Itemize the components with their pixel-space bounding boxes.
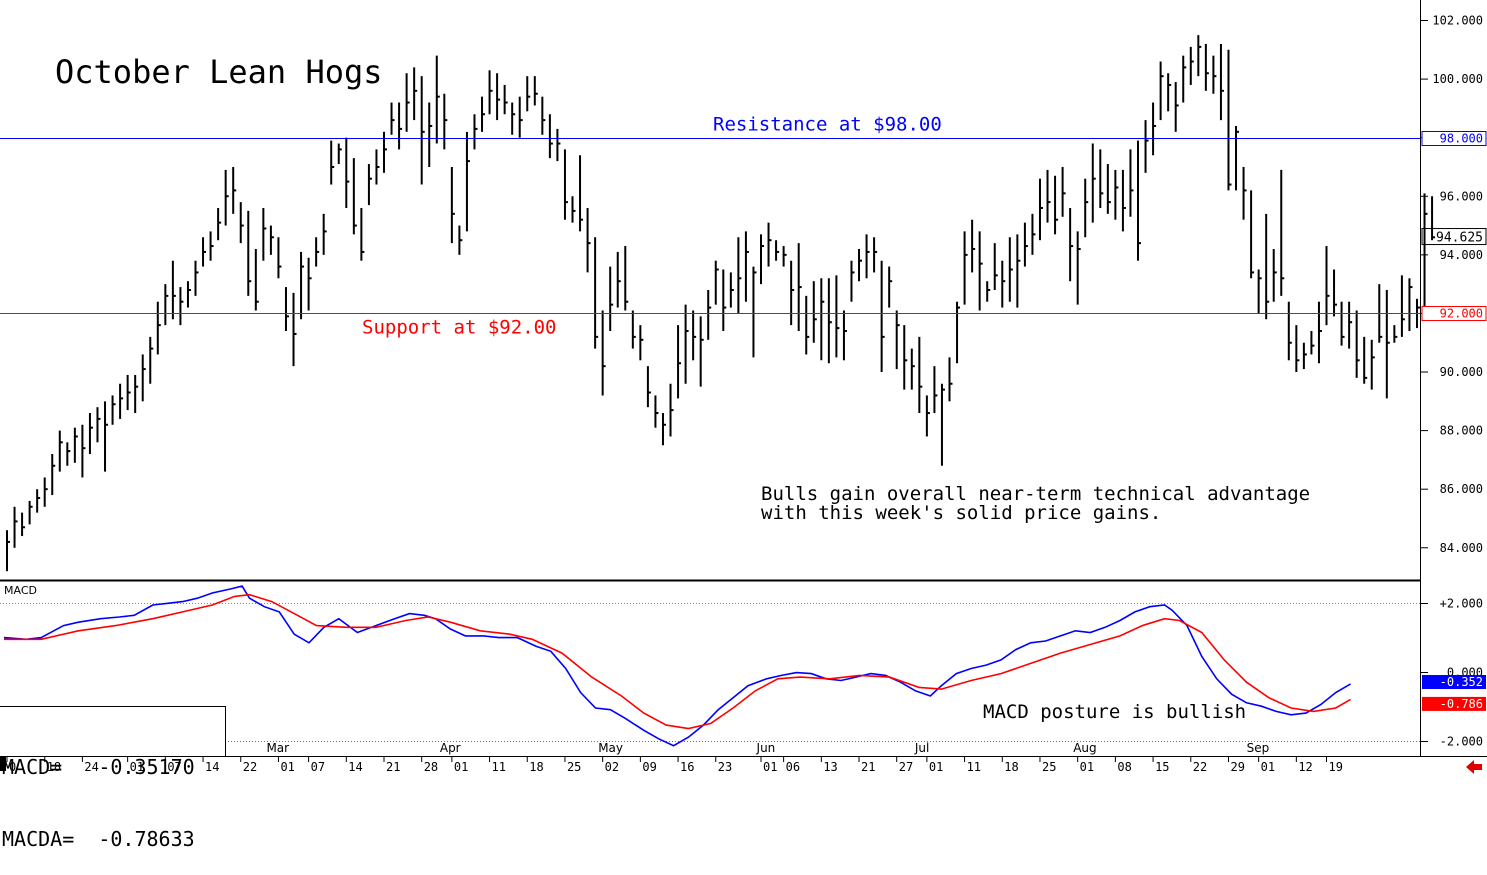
x-tick-label: 02: [605, 760, 619, 774]
x-tick-label: 27: [899, 760, 913, 774]
macd-annotation: MACD posture is bullish: [983, 701, 1246, 723]
price-tick-label: 86.000: [1440, 482, 1483, 496]
resistance-tag-box: [1421, 131, 1487, 146]
scroll-left-arrow-icon[interactable]: [1466, 760, 1482, 774]
x-tick-label: 29: [1230, 760, 1244, 774]
x-tick-label: 11: [967, 760, 981, 774]
x-tick-label: 14: [348, 760, 362, 774]
x-tick-label: 24: [84, 760, 98, 774]
x-tick-label: 07: [167, 760, 181, 774]
x-tick-label: 09: [642, 760, 656, 774]
x-tick-label: 12: [1298, 760, 1312, 774]
resistance-tag: 98.000: [1440, 132, 1483, 146]
month-label: Aug: [1073, 741, 1096, 755]
support-resistance-lines: Resistance at $98.00 98.000 Support at $92…: [0, 114, 1487, 339]
price-tick-label: 94.000: [1440, 248, 1483, 262]
price-annotation-line-1: Bulls gain overall near-term technical a…: [761, 483, 1310, 505]
macd-title: MACD: [4, 584, 37, 597]
x-tick-label: 01: [130, 760, 144, 774]
x-tick-label: 18: [47, 760, 61, 774]
macd-tick-label: +2.000: [1440, 597, 1483, 611]
x-tick-label: 22: [243, 760, 257, 774]
x-tick-label: 01: [1261, 760, 1275, 774]
price-tick-label: 90.000: [1440, 365, 1483, 379]
x-tick-label: 01: [280, 760, 294, 774]
macd-tick-label: -2.000: [1440, 735, 1483, 749]
x-tick-label: 01: [454, 760, 468, 774]
chart-canvas: 102.000 100.000 98.000 96.000 94.000 92.000 90…: [0, 0, 1487, 776]
scroll-start-marker[interactable]: [0, 757, 6, 771]
x-tick-label: 13: [823, 760, 837, 774]
macd-gridlines: [0, 603, 1428, 742]
x-tick-label: 06: [786, 760, 800, 774]
x-tick-label: 21: [861, 760, 875, 774]
x-tick-label: 18: [529, 760, 543, 774]
macd-readout-macd: MACD= -0.35170: [2, 755, 195, 779]
x-tick-label: 07: [311, 760, 325, 774]
x-tick-label: 11: [492, 760, 506, 774]
month-label: May: [598, 741, 623, 755]
x-tick-label: 15: [1155, 760, 1169, 774]
x-tick-label: 16: [680, 760, 694, 774]
month-label: Sep: [1247, 741, 1270, 755]
x-tick-label: 23: [718, 760, 732, 774]
x-tick-label: 25: [567, 760, 581, 774]
x-tick-label: 28: [424, 760, 438, 774]
x-tick-label: 19: [1329, 760, 1343, 774]
last-price-box: [1421, 228, 1487, 246]
x-tick-label: 0: [9, 760, 16, 774]
x-tick-label: 08: [1117, 760, 1131, 774]
price-tick-label: 84.000: [1440, 541, 1483, 555]
x-tick-label: 18: [1004, 760, 1018, 774]
month-label: Jun: [756, 741, 776, 755]
price-tick-label: 96.000: [1440, 189, 1483, 203]
resistance-label: Resistance at $98.00: [713, 114, 942, 136]
macd-lines: [3, 585, 1352, 747]
macda-tag: -0.786: [1440, 697, 1483, 711]
x-tick-label: 22: [1193, 760, 1207, 774]
macd-tag-box: [1422, 675, 1486, 690]
price-bars: [6, 35, 1436, 572]
price-tick-label: 100.000: [1432, 72, 1483, 86]
last-price-tag: 94.625: [1436, 231, 1483, 246]
macd-tag: -0.352: [1440, 675, 1483, 689]
month-label: Mar: [266, 741, 289, 755]
month-label: Apr: [440, 741, 461, 755]
x-tick-label: 01: [763, 760, 777, 774]
x-tick-label: 25: [1042, 760, 1056, 774]
macd-readout-macda: MACDA= -0.78633: [2, 827, 195, 851]
macda-line: [4, 593, 1352, 730]
price-annotation-line-2: with this week's solid price gains.: [761, 502, 1161, 524]
support-tag: 92.000: [1440, 307, 1483, 321]
price-tick-label: 88.000: [1440, 424, 1483, 438]
price-tick-label: 102.000: [1432, 14, 1483, 28]
chart-title: October Lean Hogs: [55, 53, 383, 91]
macda-tag-box: [1422, 696, 1486, 711]
x-tick-label: 01: [1080, 760, 1094, 774]
support-tag-box: [1421, 306, 1487, 321]
x-tick-label: 01: [929, 760, 943, 774]
support-label: Support at $92.00: [362, 317, 556, 339]
x-tick-label: 21: [386, 760, 400, 774]
x-tick-label: 14: [205, 760, 219, 774]
month-label: Jul: [914, 741, 929, 755]
x-axis: 0 18 24 01 07 14 22 01 07 14 21 28 01 11 18 25 02 09 16 23 0…: [6, 741, 1343, 774]
macd-readout: MACD= -0.35170 MACDA= -0.78633: [0, 706, 226, 851]
